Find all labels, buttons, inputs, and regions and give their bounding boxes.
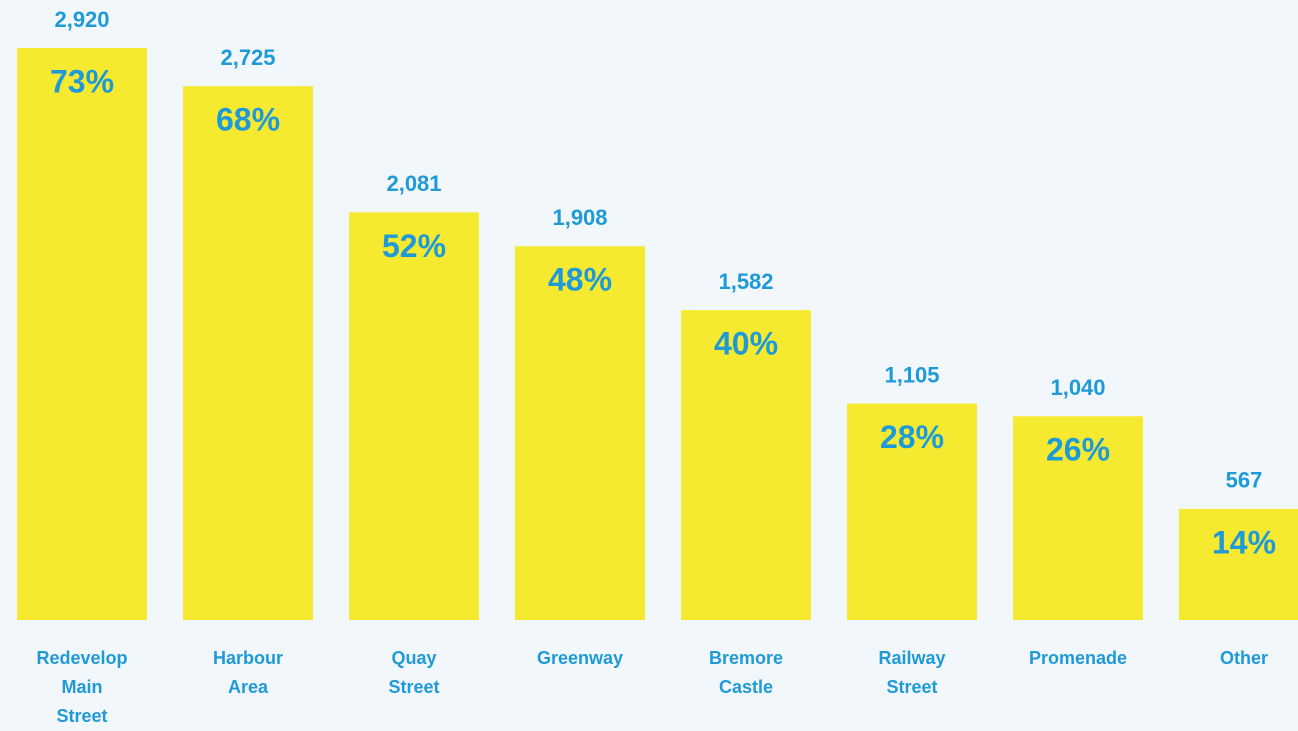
percent-label: 73% (50, 63, 114, 99)
percent-label: 52% (382, 228, 446, 264)
percent-label: 68% (216, 102, 280, 138)
count-label: 2,920 (54, 7, 109, 32)
bar (349, 212, 479, 620)
count-label: 1,582 (718, 269, 773, 294)
category-label: Railway Street (878, 648, 946, 697)
count-label: 567 (1226, 468, 1263, 493)
count-label: 1,105 (884, 362, 939, 387)
category-label: Redevelop Main Street (36, 648, 128, 726)
bar (1179, 508, 1298, 620)
count-label: 2,081 (386, 171, 441, 196)
count-label: 2,725 (220, 45, 275, 70)
percent-label: 14% (1212, 524, 1276, 560)
category-label: Quay Street (388, 648, 440, 697)
category-label: Greenway (536, 648, 624, 668)
bar (847, 403, 977, 620)
percent-label: 40% (714, 326, 778, 362)
category-label: Promenade (1028, 648, 1128, 668)
category-label: Harbour Area (212, 648, 284, 697)
count-label: 1,040 (1050, 375, 1105, 400)
bar (681, 310, 811, 620)
bar (515, 246, 645, 620)
category-label: Other (1219, 648, 1269, 668)
bar (183, 86, 313, 621)
count-label: 1,908 (552, 205, 607, 230)
bar (17, 48, 147, 620)
percent-label: 28% (880, 419, 944, 455)
bar (1013, 416, 1143, 620)
category-label: Bremore Castle (708, 648, 784, 697)
percent-label: 26% (1046, 432, 1110, 468)
percent-label: 48% (548, 262, 612, 298)
